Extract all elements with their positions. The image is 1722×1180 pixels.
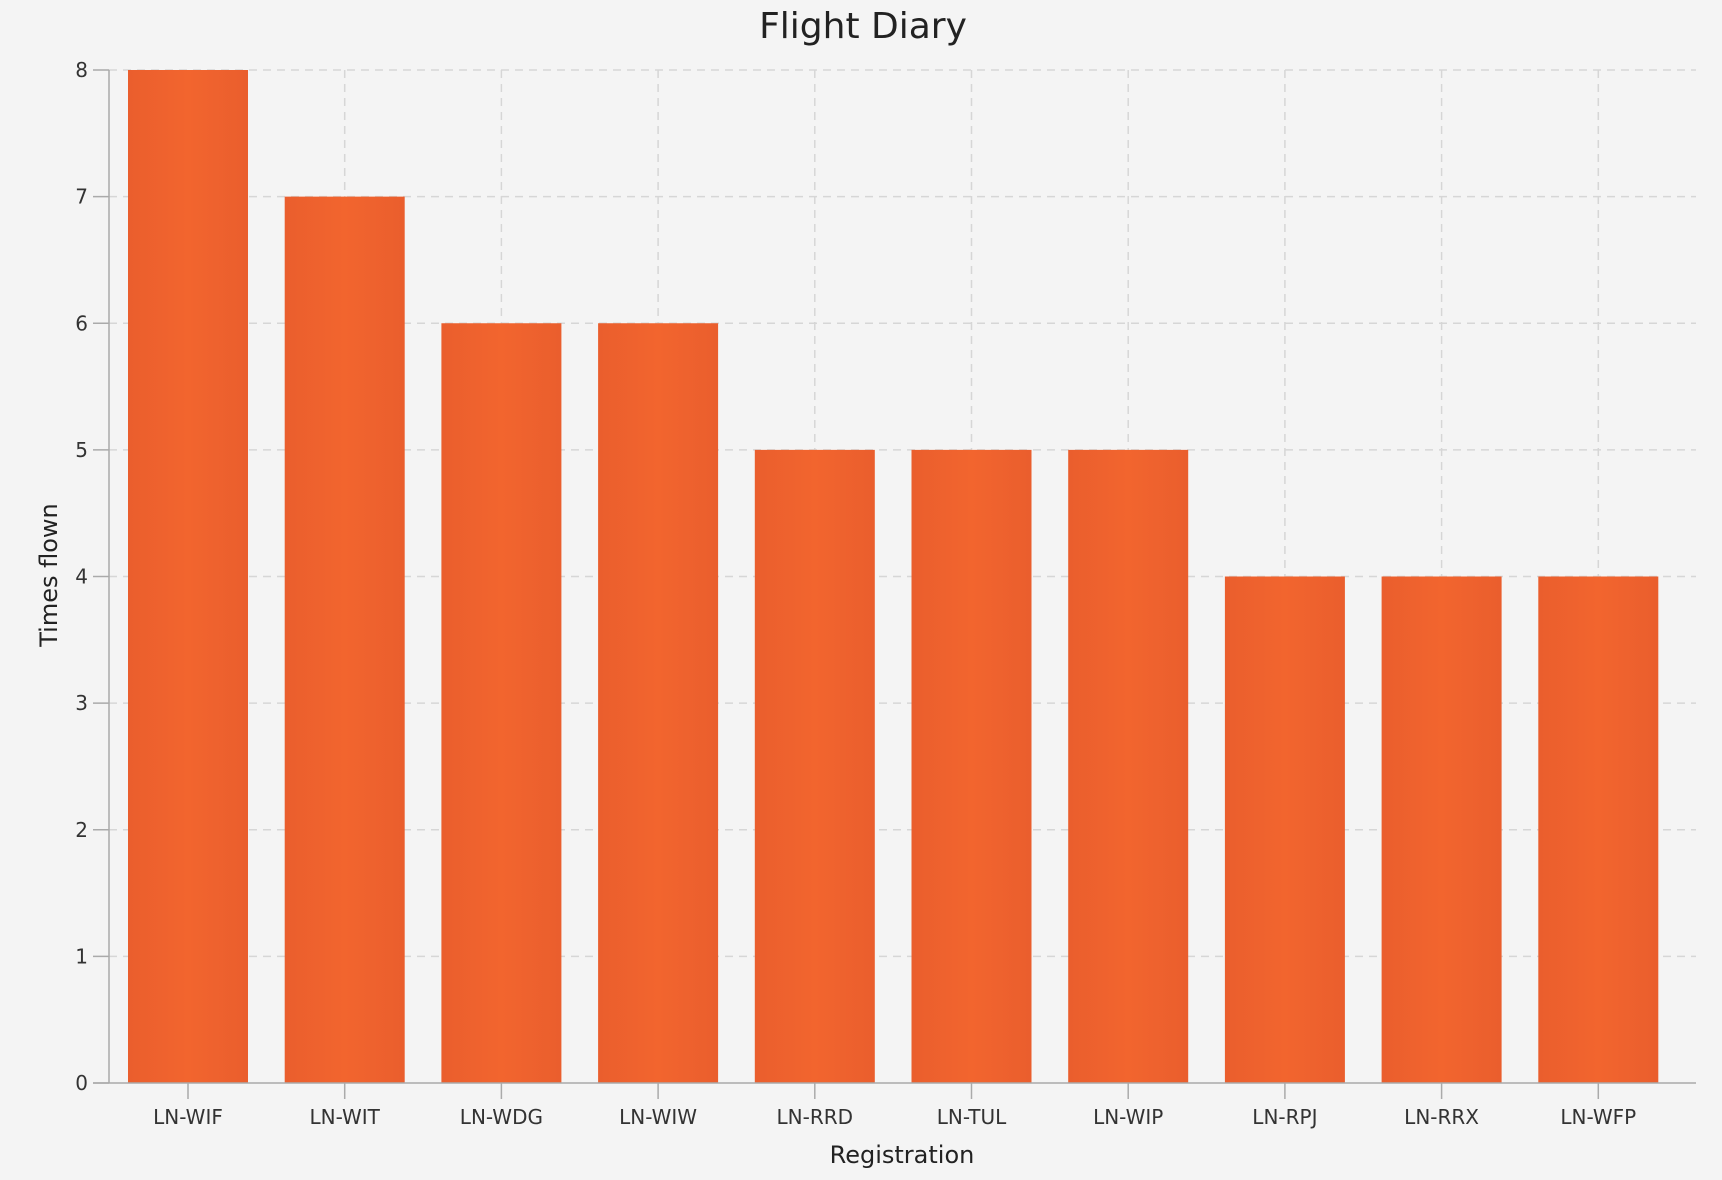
y-tick-label: 7 bbox=[75, 185, 88, 209]
x-tick-label: LN-TUL bbox=[937, 1105, 1007, 1129]
bar-ln-wip[interactable] bbox=[1068, 449, 1189, 1083]
y-tick-label: 5 bbox=[75, 438, 88, 462]
bar-ln-wiw[interactable] bbox=[598, 323, 719, 1083]
y-tick-label: 6 bbox=[75, 311, 88, 335]
axes bbox=[93, 69, 1696, 1099]
bar-ln-wif[interactable] bbox=[128, 70, 248, 1083]
x-tick-label: LN-RPJ bbox=[1252, 1105, 1317, 1129]
x-axis-title: Registration bbox=[830, 1141, 975, 1169]
x-tick-label: LN-WDG bbox=[460, 1105, 543, 1129]
x-tick-label: LN-WIT bbox=[309, 1105, 380, 1129]
bars bbox=[128, 70, 1659, 1084]
x-tick-label: LN-WFP bbox=[1560, 1105, 1636, 1129]
bar-ln-wit[interactable] bbox=[284, 196, 405, 1083]
y-tick-label: 2 bbox=[75, 818, 88, 842]
bar-ln-wfp[interactable] bbox=[1538, 576, 1659, 1084]
chart-title: Flight Diary bbox=[759, 6, 967, 47]
y-tick-label: 3 bbox=[75, 691, 88, 715]
bar-ln-wdg[interactable] bbox=[441, 323, 562, 1083]
x-tick-label: LN-WIW bbox=[619, 1105, 697, 1129]
x-tick-label: LN-RRD bbox=[777, 1105, 854, 1129]
x-tick-label: LN-WIP bbox=[1093, 1105, 1163, 1129]
y-tick-label: 8 bbox=[75, 58, 88, 82]
bar-ln-tul[interactable] bbox=[911, 449, 1032, 1083]
x-tick-label: LN-RRX bbox=[1404, 1105, 1479, 1129]
y-axis-title: Times flown bbox=[35, 503, 63, 648]
bar-ln-rrx[interactable] bbox=[1381, 576, 1502, 1084]
bar-ln-rpj[interactable] bbox=[1224, 576, 1345, 1084]
y-tick-label: 0 bbox=[75, 1071, 88, 1095]
y-tick-label: 1 bbox=[75, 944, 88, 968]
tick-labels: 0 1 2 3 4 5 6 7 8 LN-WIF LN-WIT LN-WDG LN-WIW LN-RRD L… bbox=[75, 58, 1636, 1129]
bar-ln-rrd[interactable] bbox=[754, 449, 875, 1083]
y-tick-label: 4 bbox=[75, 565, 88, 589]
x-tick-label: LN-WIF bbox=[153, 1105, 223, 1129]
